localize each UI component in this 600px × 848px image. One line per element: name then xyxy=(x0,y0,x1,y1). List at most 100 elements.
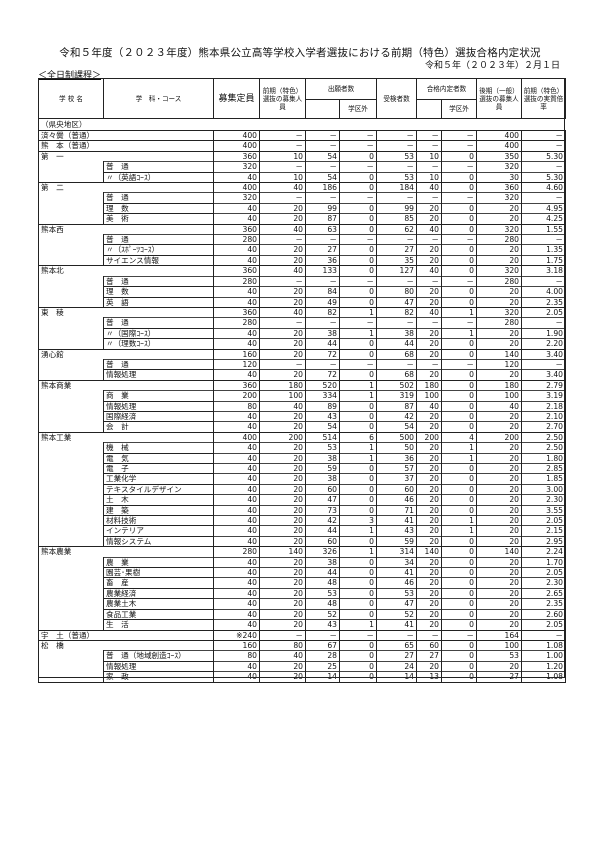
cell-applicants: 28 xyxy=(305,650,340,662)
cell-passed: 60 xyxy=(416,639,442,651)
cell-applicants: 54 xyxy=(305,421,340,433)
cell-school xyxy=(38,213,104,225)
cell-school: 済々黌（普通） xyxy=(38,129,214,141)
cell-course: 普 通（地域創造ｺｰｽ） xyxy=(103,650,214,662)
cell-passed-outside: 0 xyxy=(441,254,477,266)
cell-passed-outside: 0 xyxy=(441,171,477,183)
cell-passed: 20 xyxy=(416,473,442,485)
school-row: 済々黌（普通） 400 －－－－－－ 400 － xyxy=(38,129,566,141)
cell-passed: 20 xyxy=(416,202,442,214)
cell-early-quota: 20 xyxy=(259,327,306,339)
cell-passed-outside: 0 xyxy=(441,182,477,193)
cell-passed-outside: － xyxy=(441,275,477,287)
cell-passed: 20 xyxy=(416,286,442,297)
cell-school xyxy=(38,463,104,474)
cell-passed-outside: 4 xyxy=(441,431,477,443)
cell-ratio: 2.50 xyxy=(521,431,566,443)
cell-passed: 200 xyxy=(416,431,442,443)
cell-passed: 20 xyxy=(416,619,442,630)
cell-ratio: 1.90 xyxy=(521,327,566,339)
cell-passed-outside: － xyxy=(441,358,477,370)
cell-examinees: 65 xyxy=(376,639,417,651)
cell-applicants-outside: 0 xyxy=(339,567,377,578)
cell-applicants: 60 xyxy=(305,483,340,495)
cell-school xyxy=(38,172,104,183)
cell-examinees: 57 xyxy=(376,462,417,474)
admission-results-table: 学 校 名 学 科・コース 募集定員 前期（特色）選抜の募集人員 出願者数 受検… xyxy=(38,78,566,683)
cell-examinees: － xyxy=(376,129,417,141)
course-row: 農 業 40 20 38 0 34 20 0 20 1.70 xyxy=(38,556,566,569)
cell-later-quota: 350 xyxy=(476,150,522,162)
cell-passed: 10 xyxy=(416,171,442,183)
course-row: 商 業 200 100 334 1 319 100 0 100 3.19 xyxy=(38,390,566,402)
cell-passed: 20 xyxy=(416,587,442,599)
cell-school: 熊本商業 xyxy=(38,379,214,391)
cell-passed-outside: 0 xyxy=(441,265,477,277)
cell-capacity: 40 xyxy=(213,535,260,547)
cell-passed-outside: 0 xyxy=(441,421,477,433)
cell-later-quota: 400 xyxy=(476,140,522,152)
cell-capacity: 200 xyxy=(213,390,260,402)
cell-early-quota: 40 xyxy=(259,650,306,662)
course-row: 機 械 40 20 53 1 50 20 1 20 2.50 xyxy=(38,442,566,454)
cell-early-quota: 20 xyxy=(259,619,306,630)
course-row: 会 計 40 20 54 0 54 20 0 20 2.70 xyxy=(38,421,566,433)
cell-school xyxy=(38,453,104,464)
cell-ratio: 3.18 xyxy=(521,265,566,277)
cell-early-quota: 20 xyxy=(259,442,306,454)
cell-course: 理 数 xyxy=(103,202,214,215)
cell-later-quota: 100 xyxy=(476,639,522,651)
cell-later-quota: 20 xyxy=(476,567,522,578)
cell-applicants-outside: － xyxy=(339,358,377,370)
header-ratio: 前期（特色）選抜の実質倍率 xyxy=(521,78,566,119)
course-row: 普 通（地域創造ｺｰｽ） 80 40 28 0 27 27 0 53 1.00 xyxy=(38,650,566,662)
cell-applicants: － xyxy=(305,192,340,204)
cell-passed: 20 xyxy=(416,348,442,360)
document-date: 令和５年（２０２３年）２月１日 xyxy=(424,61,560,71)
cell-ratio: 2.50 xyxy=(521,442,566,454)
cell-later-quota: 20 xyxy=(476,286,522,297)
cell-capacity: 120 xyxy=(213,358,260,370)
cell-early-quota: 20 xyxy=(259,598,306,610)
cell-passed-outside: 0 xyxy=(441,390,477,402)
cell-examinees: 52 xyxy=(376,608,417,620)
cell-applicants: 72 xyxy=(305,369,340,381)
cell-examinees: 27 xyxy=(376,244,417,256)
cell-later-quota: 20 xyxy=(476,254,522,266)
cell-applicants: 44 xyxy=(305,567,340,578)
cell-course: 情報システム xyxy=(103,535,214,548)
cell-capacity: 80 xyxy=(213,400,260,412)
cell-ratio: 4.25 xyxy=(521,213,566,225)
cell-examinees: 24 xyxy=(376,660,417,672)
cell-early-quota: － xyxy=(259,629,306,641)
cell-passed: 20 xyxy=(416,213,442,225)
header-school: 学 校 名 xyxy=(38,78,104,119)
cell-applicants: 72 xyxy=(305,348,340,360)
cell-applicants-outside: 1 xyxy=(339,619,377,630)
cell-applicants-outside: 0 xyxy=(339,400,377,412)
cell-course: 普 通 xyxy=(103,275,214,288)
cell-examinees: 314 xyxy=(376,546,417,558)
cell-passed-outside: 0 xyxy=(441,546,477,558)
cell-applicants-outside: 1 xyxy=(339,525,377,537)
cell-early-quota: 40 xyxy=(259,265,306,277)
cell-applicants-outside: 0 xyxy=(339,171,377,183)
cell-passed-outside: 0 xyxy=(441,473,477,485)
header-course: 学 科・コース xyxy=(103,78,214,119)
cell-early-quota: 20 xyxy=(259,452,306,464)
cell-capacity: 40 xyxy=(213,473,260,485)
cell-ratio: 5.30 xyxy=(521,171,566,183)
cell-early-quota: 20 xyxy=(259,671,306,683)
cell-school xyxy=(38,411,104,422)
course-row: 園芸･果樹 40 20 44 0 41 20 0 20 2.05 xyxy=(38,567,566,579)
cell-applicants-outside: 0 xyxy=(339,296,377,308)
course-row: 国際経済 40 20 43 0 42 20 0 20 2.10 xyxy=(38,410,566,423)
cell-capacity: 40 xyxy=(213,213,260,225)
cell-ratio: 2.35 xyxy=(521,598,566,610)
cell-capacity: 280 xyxy=(213,317,260,329)
cell-passed: － xyxy=(416,129,442,141)
cell-early-quota: 20 xyxy=(259,369,306,381)
cell-school xyxy=(38,286,104,297)
cell-passed: 20 xyxy=(416,421,442,433)
cell-capacity: 40 xyxy=(213,577,260,589)
